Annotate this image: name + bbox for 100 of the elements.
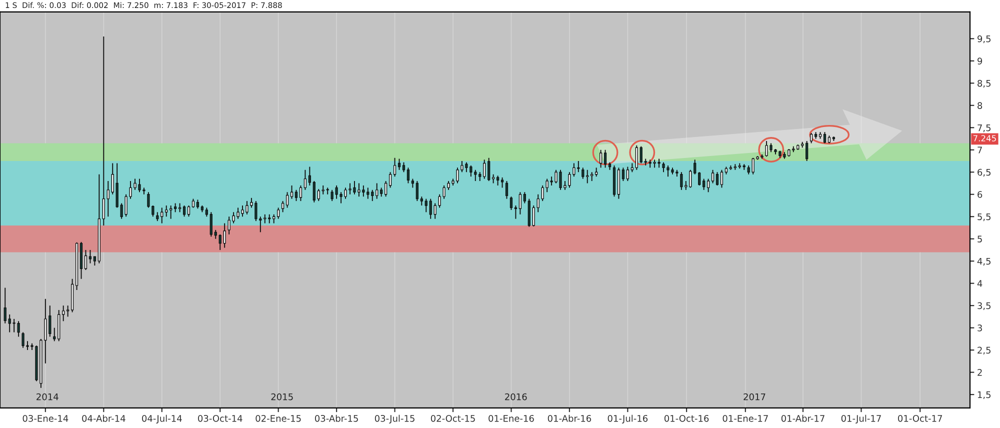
x-tick-label: 03-Abr-15 [314, 414, 358, 422]
candlestick [416, 180, 418, 202]
x-tick-label: 01-Jul-16 [608, 414, 648, 424]
candlestick [376, 182, 378, 200]
annotation: 2017 [744, 393, 766, 400]
x-tick-label: 01-Oct-17 [898, 414, 942, 422]
candlestick [500, 176, 504, 188]
y-tick-label: 4 [977, 280, 982, 287]
candlestick [536, 194, 540, 213]
candlestick [711, 169, 714, 184]
candlestick [434, 202, 436, 220]
x-tick-label: 03-Ene-14 [22, 414, 68, 422]
candlestick [488, 157, 490, 182]
candlestick [290, 184, 294, 200]
candlestick [106, 180, 110, 218]
candlestick [312, 180, 316, 203]
candlestick [170, 205, 172, 220]
candlestick [294, 189, 298, 202]
candlestick [635, 144, 638, 170]
candlestick [496, 175, 500, 186]
candlestick [393, 157, 396, 178]
candlestick [17, 320, 20, 338]
candlestick [429, 198, 432, 220]
annotation: 7.245 [973, 135, 996, 142]
x-tick-label: 01-Abr-16 [548, 414, 592, 422]
candlestick [702, 178, 706, 190]
candlestick [4, 287, 6, 324]
candlestick [223, 222, 226, 248]
candlestick [111, 162, 114, 195]
y-tick-label: 9,5 [978, 35, 991, 44]
y-tick-label: 9 [978, 58, 982, 64]
candlestick [541, 184, 544, 202]
candlestick [752, 157, 754, 175]
candlestick [483, 159, 486, 180]
candlestick [640, 146, 642, 164]
candlestick [388, 172, 392, 188]
x-tick-label: 03-Oct-14 [198, 414, 242, 422]
candlestick [586, 169, 589, 184]
candlestick [823, 132, 826, 144]
candlestick [505, 180, 508, 200]
candlestick [8, 314, 11, 333]
candlestick [518, 192, 522, 215]
candlestick [532, 205, 535, 227]
y-tick-label: 3 [978, 324, 982, 332]
candlestick [259, 216, 262, 233]
candlestick [317, 188, 320, 202]
x-tick-label: 02-Ene-15 [256, 414, 301, 422]
y-tick-label: 6 [978, 191, 982, 198]
x-tick-label: 01-Ene-16 [488, 414, 534, 422]
candlestick [716, 172, 719, 186]
candlestick [62, 305, 65, 322]
candlestick [806, 140, 808, 162]
candlestick [582, 167, 584, 180]
candlestick [810, 132, 813, 144]
x-tick-label: 01-Abr-17 [781, 414, 824, 422]
candlestick [514, 205, 518, 220]
annotation: 2014 [36, 393, 58, 400]
y-tick-label: 5,5 [978, 213, 991, 222]
candlestick [304, 169, 307, 190]
y-tick-label: 1,5 [978, 391, 991, 400]
y-tick-label: 6,5 [978, 168, 991, 177]
x-tick-label: 03-Jul-15 [374, 414, 414, 424]
candlestick [282, 200, 284, 213]
x-tick-label: 01-Oct-16 [664, 414, 709, 422]
candlestick [600, 149, 602, 168]
candlestick [626, 166, 629, 182]
candlestick [402, 162, 406, 173]
candlestick [116, 162, 118, 208]
candlestick [384, 180, 388, 198]
candlestick [694, 159, 696, 175]
candlestick [510, 196, 513, 210]
y-tick-label: 2 [978, 369, 982, 376]
candlestick [48, 305, 52, 338]
candlestick [182, 205, 186, 218]
candlestick [424, 198, 428, 213]
x-tick-label: 04-Abr-14 [82, 414, 126, 422]
y-tick-label: 3,5 [978, 302, 991, 310]
candlestick [604, 149, 607, 168]
candlestick [286, 192, 289, 208]
candlestick [622, 167, 625, 182]
x-tick-label: 02-Oct-15 [430, 414, 475, 422]
candlestick [84, 249, 88, 270]
y-tick-label: 7,5 [978, 124, 991, 132]
candlestick [66, 305, 70, 318]
candlestick [680, 172, 683, 190]
candlestick [308, 166, 311, 186]
candlestick [577, 160, 580, 173]
annotation: 2016 [505, 393, 527, 400]
candlestick [720, 169, 724, 188]
candlestick [277, 207, 280, 220]
x-tick-label: 04-Jul-14 [142, 414, 182, 424]
candlestick [523, 192, 526, 204]
candlestick [53, 327, 56, 342]
candlestick [160, 207, 164, 224]
y-tick-label: 5 [978, 236, 982, 242]
candlestick [398, 158, 401, 170]
y-tick-label: 7 [978, 146, 982, 154]
y-tick-label: 8 [978, 102, 982, 109]
y-tick-label: 2,5 [978, 346, 991, 355]
x-tick-label: 01-Ene-17 [722, 414, 768, 422]
